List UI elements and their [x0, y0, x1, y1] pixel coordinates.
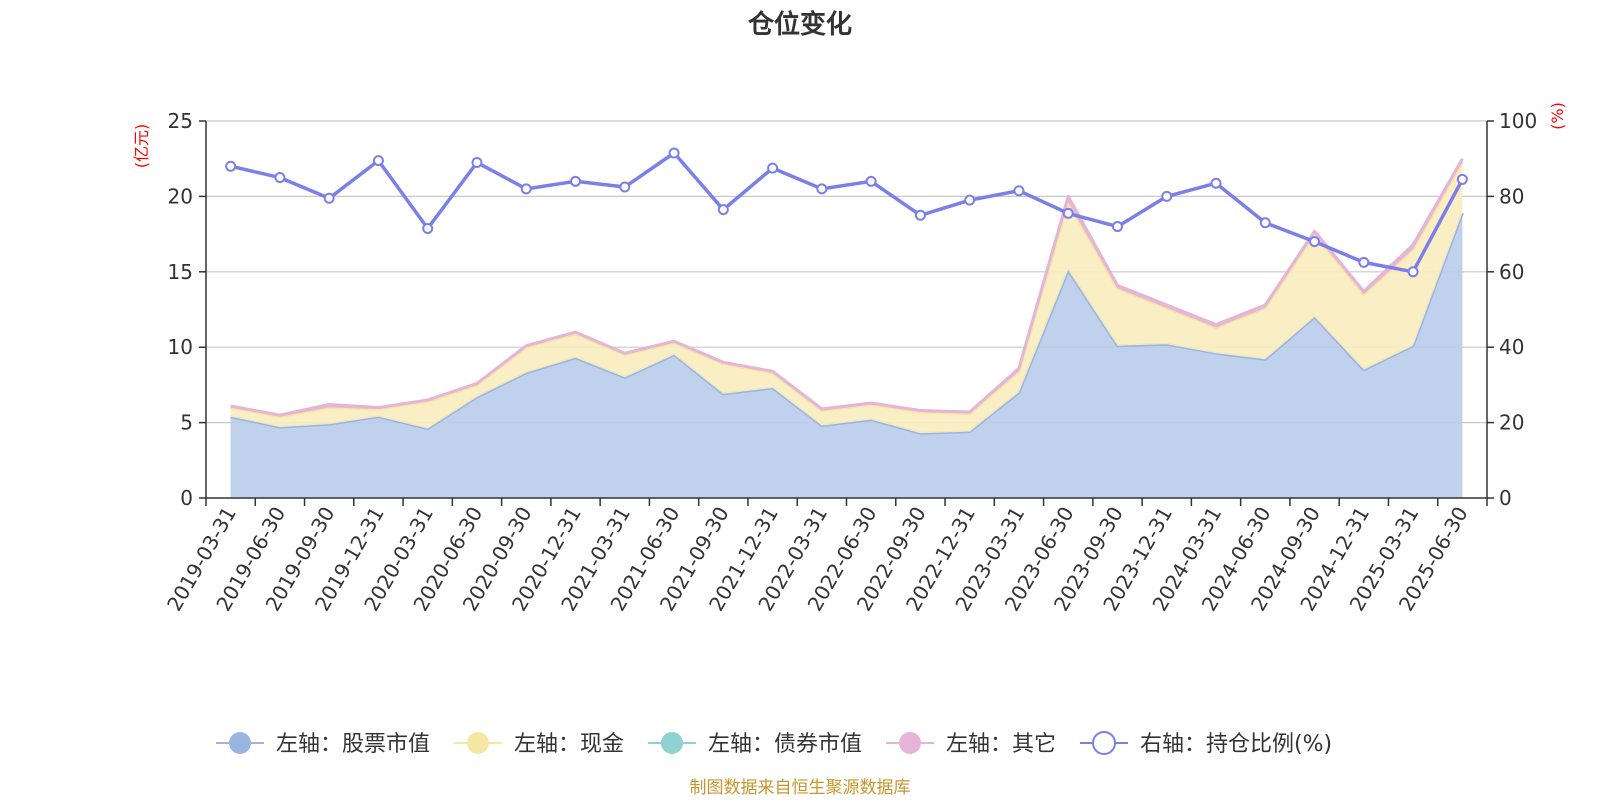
legend-label: 左轴：其它 [946, 732, 1056, 757]
legend-item: 左轴：其它 [886, 732, 1056, 757]
ratio-point [1013, 185, 1025, 197]
ratio-point [1358, 256, 1370, 268]
ratio-point [1407, 266, 1419, 278]
legend-label: 左轴：现金 [514, 732, 624, 757]
ratio-point [767, 162, 779, 174]
legend-marker [229, 732, 251, 754]
area-line-左轴：其它 [230, 157, 1464, 417]
right-tick-label: 60 [1499, 260, 1524, 284]
source-note: 制图数据来自恒生聚源数据库 [690, 778, 911, 798]
left-tick-label: 10 [168, 335, 193, 359]
ratio-point [717, 204, 729, 216]
ratio-point [570, 175, 582, 187]
legend-item: 左轴：现金 [454, 732, 624, 757]
ratio-point [372, 155, 384, 167]
ratio-point [1062, 207, 1074, 219]
ratio-point [816, 183, 828, 195]
legend-marker [899, 732, 921, 754]
legend-label: 左轴：债券市值 [708, 732, 862, 757]
legend-item: 左轴：股票市值 [216, 732, 430, 757]
ratio-point [619, 181, 631, 193]
ratio-point [865, 175, 877, 187]
area-fill-左轴：现金 [230, 161, 1463, 434]
ratio-point [471, 156, 483, 168]
left-tick-label: 20 [168, 184, 193, 208]
left-tick-label: 0 [180, 486, 193, 510]
ratio-point [422, 222, 434, 234]
line-series-layer [225, 147, 1468, 278]
right-tick-label: 40 [1499, 335, 1524, 359]
left-tick-label: 25 [168, 109, 193, 133]
ratio-line [230, 151, 1464, 274]
right-tick-label: 80 [1499, 184, 1524, 208]
right-tick-label: 0 [1499, 486, 1512, 510]
right-axis-unit: (%) [1548, 102, 1567, 130]
ratio-point [1259, 217, 1271, 229]
left-tick-label: 5 [180, 411, 193, 435]
left-axis-unit: (亿元) [132, 124, 151, 169]
legend-label: 右轴：持仓比例(%) [1140, 732, 1332, 757]
ratio-point [520, 183, 532, 195]
right-tick-label: 20 [1499, 411, 1524, 435]
ratio-point [323, 192, 335, 204]
ratio-point [225, 160, 237, 172]
legend-label: 左轴：股票市值 [276, 732, 430, 757]
area-fill-左轴：股票市值 [230, 213, 1463, 498]
ratio-point [1309, 236, 1321, 248]
area-series-layer [230, 157, 1464, 498]
ratio-point [1210, 177, 1222, 189]
legend-marker [661, 732, 683, 754]
ratio-point [914, 209, 926, 221]
ratio-point [964, 194, 976, 206]
legend-marker [467, 732, 489, 754]
ratio-point [1111, 221, 1123, 233]
chart-title: 仓位变化 [747, 9, 852, 40]
legend-item: 右轴：持仓比例(%) [1080, 731, 1332, 757]
ratio-point [668, 147, 680, 159]
ratio-point [1456, 173, 1468, 185]
ratio-point [274, 172, 286, 184]
legend: 左轴：股票市值 左轴：现金 左轴：债券市值 左轴：其它 右轴：持仓比例(%) [216, 731, 1332, 757]
ratio-point [1161, 190, 1173, 202]
left-tick-label: 15 [168, 260, 193, 284]
right-tick-label: 100 [1499, 109, 1537, 133]
legend-item: 左轴：债券市值 [648, 732, 862, 757]
legend-marker [1092, 731, 1116, 755]
